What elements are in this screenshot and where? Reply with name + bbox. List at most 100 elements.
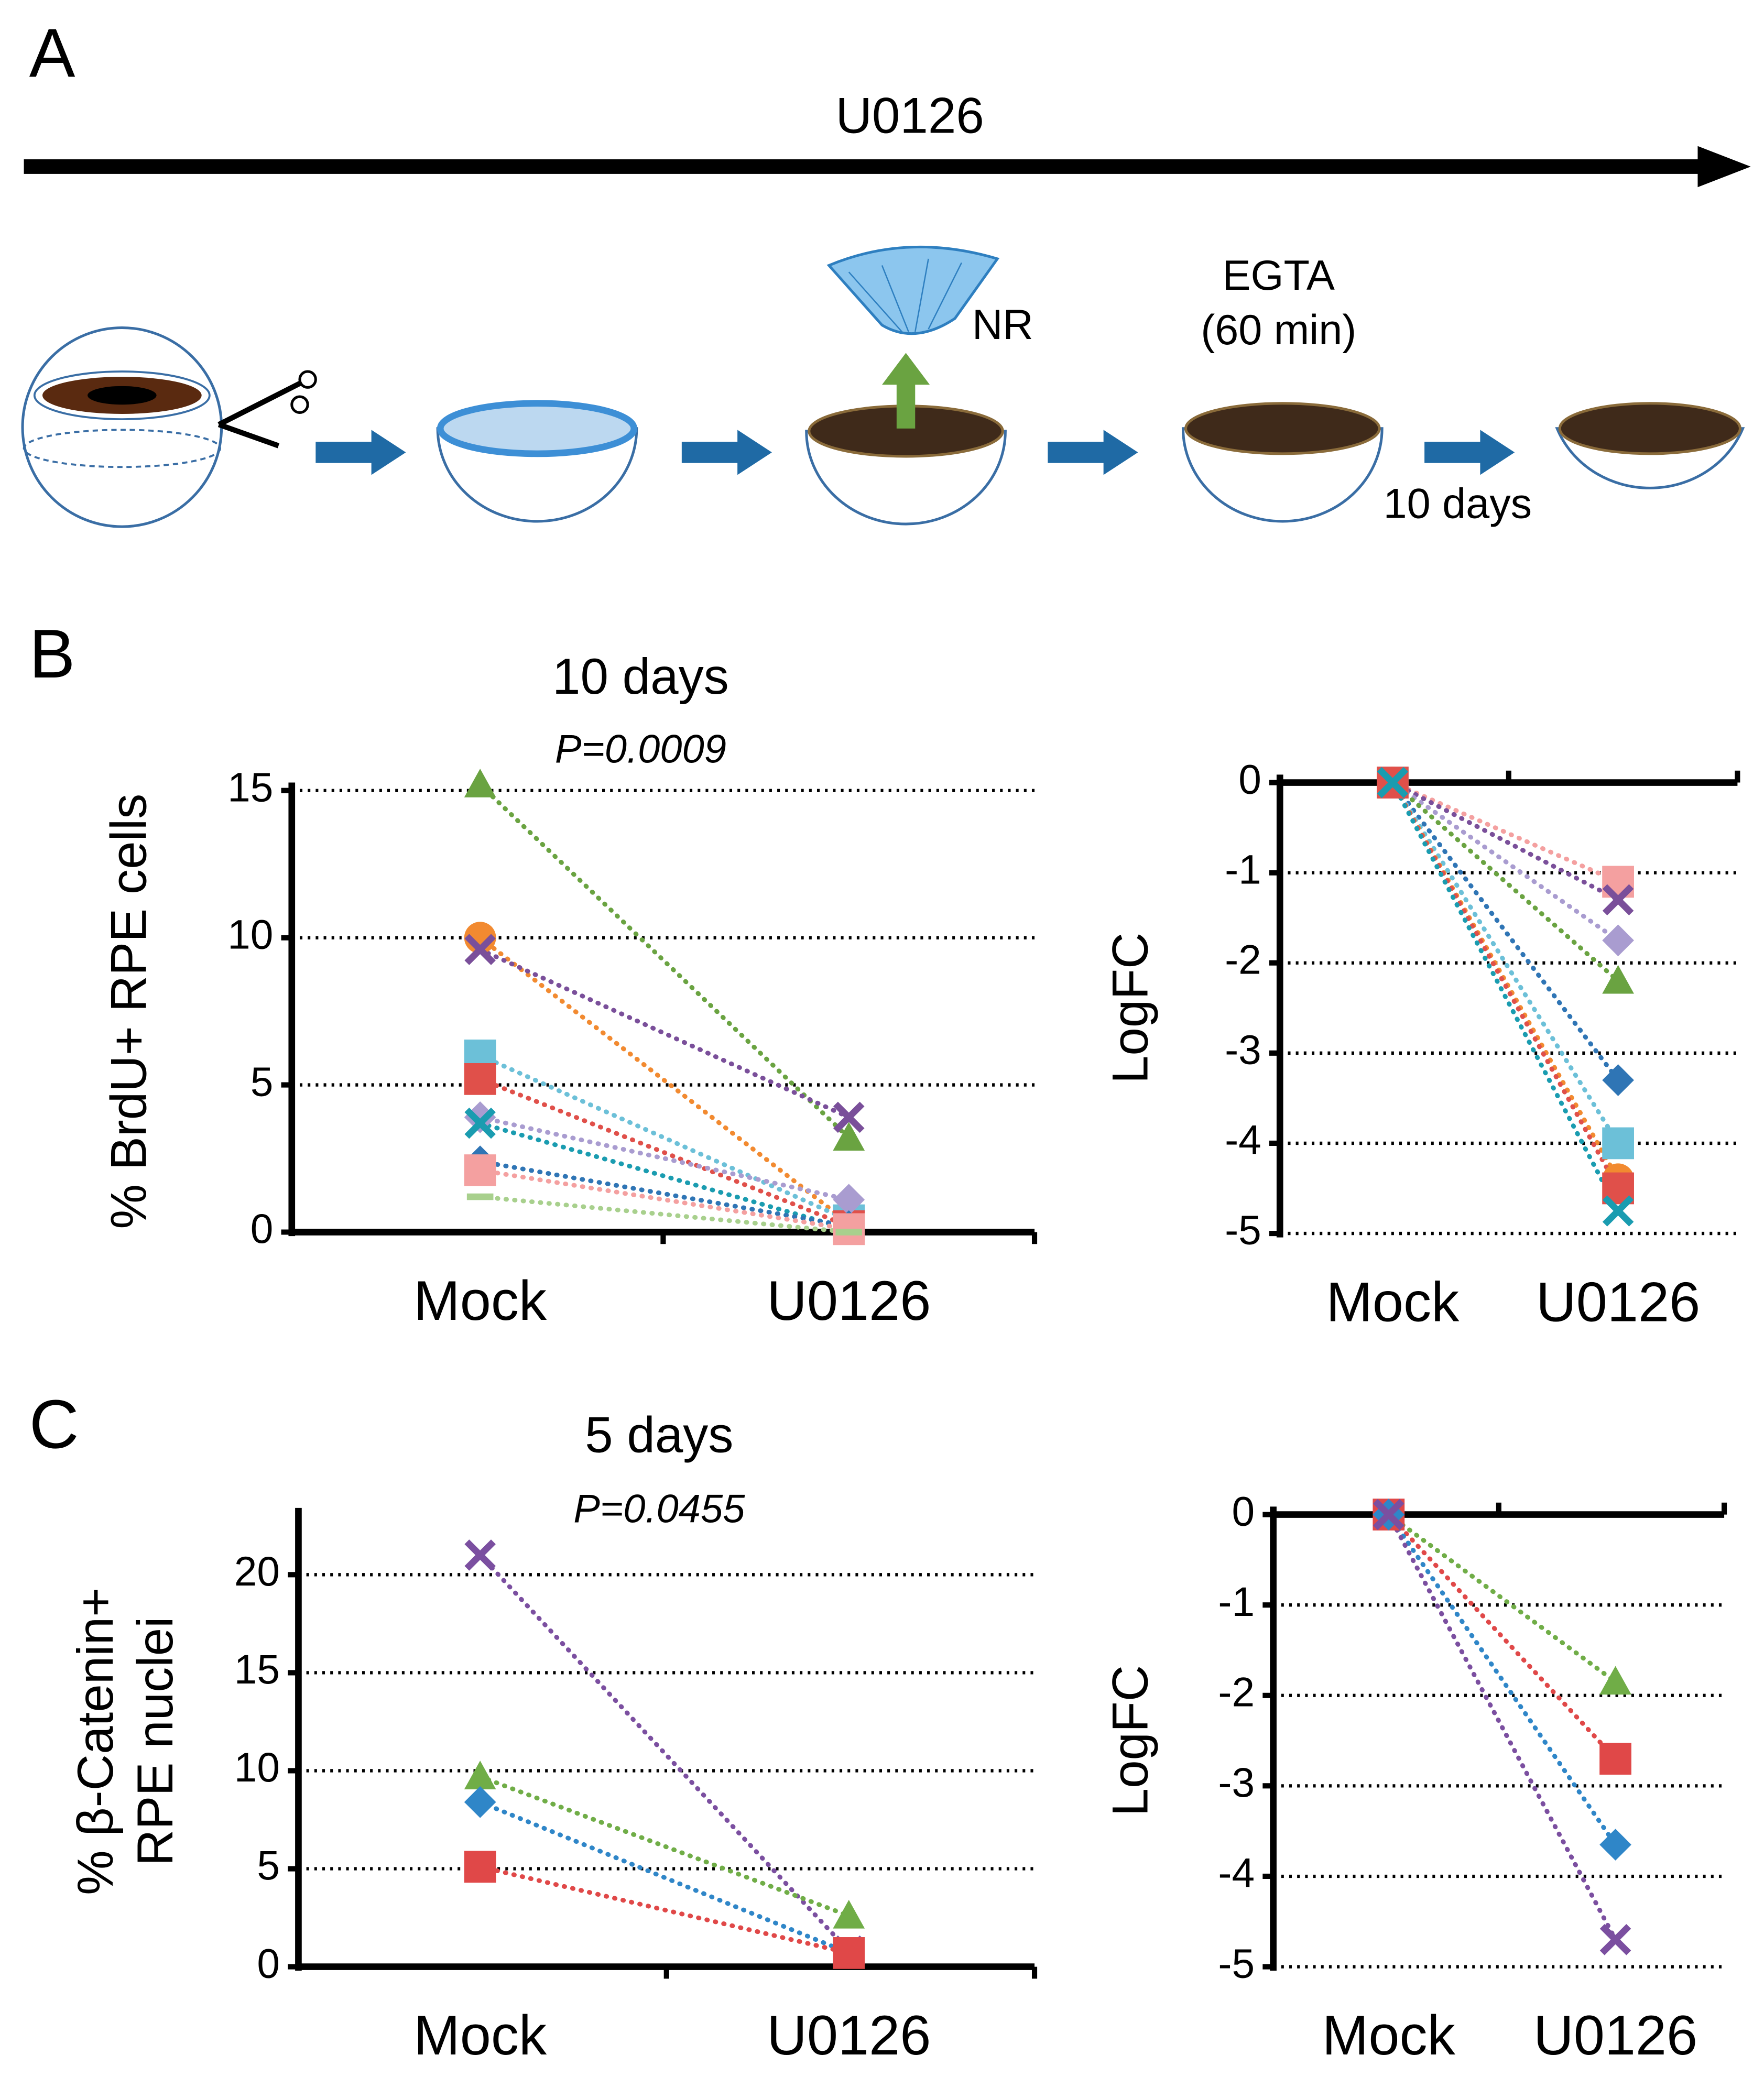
data-point	[1602, 965, 1634, 994]
x-tick-label: U0126	[1536, 1271, 1700, 1333]
y-axis-label: RPE nuclei	[127, 1617, 183, 1866]
series-line	[1390, 780, 1621, 983]
data-point	[464, 1107, 496, 1139]
y-tick-label: 15	[227, 764, 273, 810]
series-line	[1386, 1512, 1618, 1762]
series-line	[477, 935, 852, 1226]
data-point	[464, 934, 496, 965]
data-point	[833, 1899, 865, 1929]
series-line	[1390, 780, 1621, 1146]
data-point	[464, 1154, 496, 1186]
series-line	[477, 1121, 852, 1232]
y-tick-label: 0	[1232, 1488, 1255, 1534]
series-line	[1390, 780, 1621, 1083]
y-tick-label: 0	[251, 1206, 274, 1252]
bowl-nr-removed	[805, 245, 1007, 526]
series-line	[1386, 1512, 1618, 1685]
y-tick-label: 5	[251, 1058, 274, 1105]
data-point	[1602, 884, 1634, 916]
x-tick-label: Mock	[1322, 2004, 1456, 2067]
step-arrows	[315, 430, 1515, 475]
series-line	[477, 782, 852, 1141]
panel-label: C	[29, 1385, 79, 1462]
duration-label: 10 days	[1384, 480, 1532, 528]
series-line	[477, 1799, 852, 1955]
x-tick-label: U0126	[1533, 2004, 1697, 2067]
series-line	[477, 1774, 852, 1918]
y-tick-label: -3	[1225, 1027, 1261, 1073]
series-line	[1390, 780, 1621, 884]
series-line	[477, 1114, 852, 1203]
y-tick-label: -2	[1218, 1669, 1255, 1715]
treatment-label: (60 min)	[1201, 307, 1356, 354]
bowl-egta	[1181, 402, 1384, 523]
y-tick-label: 10	[234, 1744, 280, 1790]
series-line	[477, 1168, 852, 1232]
data-point	[1599, 1743, 1631, 1775]
data-point	[1373, 1499, 1404, 1531]
y-tick-label: 15	[234, 1646, 280, 1692]
series-line	[477, 1194, 852, 1234]
series-line	[477, 947, 852, 1120]
data-point	[833, 1937, 865, 1969]
y-tick-label: -5	[1225, 1207, 1261, 1253]
series-line	[1390, 780, 1621, 1214]
series-line	[477, 1159, 852, 1229]
data-point	[1599, 1666, 1631, 1695]
y-tick-label: -1	[1225, 846, 1261, 892]
data-point	[1599, 1829, 1631, 1861]
series-line	[1390, 780, 1621, 902]
y-axis-label: LogFC	[1102, 932, 1158, 1084]
y-axis-label: % β-Catenin+	[68, 1588, 124, 1895]
data-point	[1602, 1064, 1634, 1096]
chart-title: 10 days	[552, 649, 729, 705]
data-point	[464, 769, 496, 797]
x-tick-label: Mock	[413, 1270, 547, 1332]
y-tick-label: -2	[1225, 936, 1261, 982]
data-point	[833, 1184, 865, 1216]
chart-subtitle: P=0.0009	[555, 727, 726, 771]
data-point	[1599, 1924, 1631, 1955]
y-axis-label: LogFC	[1102, 1665, 1158, 1817]
y-tick-label: 20	[234, 1548, 280, 1594]
y-tick-label: 0	[257, 1940, 280, 1986]
series-line	[477, 1553, 852, 1954]
series-line	[1386, 1512, 1618, 1942]
y-tick-label: 10	[227, 911, 273, 957]
y-tick-label: -1	[1218, 1579, 1255, 1625]
y-tick-label: 0	[1238, 756, 1261, 802]
y-tick-label: -4	[1218, 1850, 1255, 1896]
series-line	[1390, 780, 1621, 943]
drug-label: U0126	[835, 88, 984, 144]
x-tick-label: Mock	[413, 2004, 547, 2067]
series-line	[1386, 1512, 1618, 1847]
chart-subtitle: P=0.0455	[573, 1487, 745, 1532]
panel-label: A	[29, 14, 75, 91]
y-tick-label: -4	[1225, 1117, 1261, 1163]
y-tick-label: 5	[257, 1842, 280, 1888]
panel-label: B	[29, 615, 75, 692]
data-point	[464, 1786, 496, 1818]
data-point	[464, 1851, 496, 1883]
x-tick-label: Mock	[1326, 1271, 1460, 1333]
data-point	[1377, 767, 1409, 799]
data-point	[1602, 1195, 1634, 1227]
series-line	[477, 1076, 852, 1229]
nr-label: NR	[972, 301, 1033, 348]
data-point	[464, 1101, 496, 1133]
data-point	[833, 1101, 865, 1133]
x-tick-label: U0126	[767, 2004, 931, 2067]
y-axis-label: % BrdU+ RPE cells	[101, 794, 157, 1229]
y-tick-label: -3	[1218, 1759, 1255, 1806]
timeline-arrow	[24, 146, 1751, 188]
data-point	[1602, 1127, 1634, 1160]
bowl-retina	[436, 400, 638, 523]
y-tick-label: -5	[1218, 1940, 1255, 1986]
data-point	[833, 1122, 865, 1151]
data-point	[464, 1539, 496, 1571]
bowl-final	[1555, 402, 1745, 489]
series-line	[477, 1053, 852, 1223]
series-line	[477, 1864, 852, 1955]
data-point	[464, 1761, 496, 1789]
